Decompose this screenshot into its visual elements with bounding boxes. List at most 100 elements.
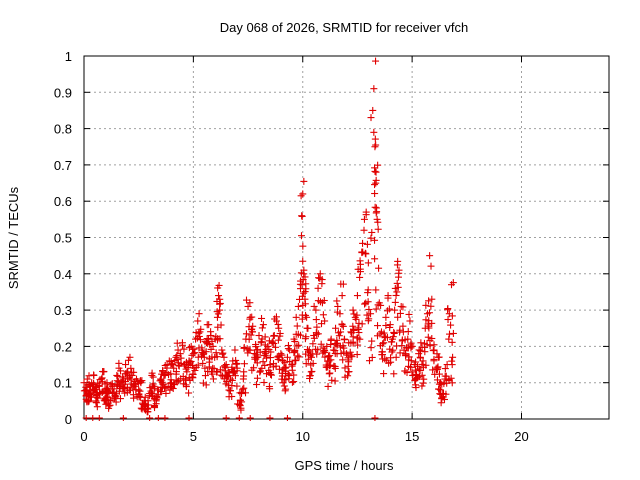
y-tick-label: 0.3 <box>54 303 72 318</box>
zero-point <box>161 415 169 421</box>
data-point <box>148 369 156 377</box>
data-point <box>356 335 364 343</box>
data-point <box>260 378 268 386</box>
data-point <box>353 311 361 319</box>
data-point <box>394 283 402 291</box>
data-point <box>240 384 248 392</box>
data-point <box>354 341 362 349</box>
data-point <box>310 334 318 342</box>
data-point <box>169 361 177 369</box>
data-point <box>378 351 386 359</box>
data-point <box>372 141 380 149</box>
data-point <box>378 348 386 356</box>
data-point <box>301 300 309 308</box>
data-point <box>367 310 375 318</box>
data-point <box>361 300 369 308</box>
data-point <box>388 348 396 356</box>
data-point <box>195 310 203 318</box>
data-point <box>363 240 371 248</box>
data-point <box>356 273 364 281</box>
data-point <box>371 203 379 211</box>
data-point <box>300 177 308 185</box>
data-point <box>207 328 215 336</box>
data-point <box>347 351 355 359</box>
data-point <box>295 341 303 349</box>
data-point <box>447 321 455 329</box>
data-point <box>277 350 285 358</box>
data-point <box>162 389 170 397</box>
data-point <box>302 360 310 368</box>
data-point <box>344 362 352 370</box>
data-point <box>225 386 233 394</box>
data-point <box>180 345 188 353</box>
data-point <box>299 242 307 250</box>
data-point <box>362 250 370 258</box>
data-point <box>368 353 376 361</box>
data-point <box>299 257 307 265</box>
data-point <box>341 336 349 344</box>
data-point <box>386 323 394 331</box>
data-point <box>282 363 290 371</box>
data-point <box>406 363 414 371</box>
data-point <box>364 259 372 267</box>
data-point <box>115 387 123 395</box>
grid-lines <box>84 56 609 419</box>
data-point <box>262 345 270 353</box>
data-point <box>428 319 436 327</box>
data-point <box>128 368 136 376</box>
data-point <box>240 372 248 380</box>
data-point <box>222 361 230 369</box>
data-point <box>405 356 413 364</box>
y-tick-label: 0.1 <box>54 376 72 391</box>
data-point <box>371 181 379 189</box>
data-point <box>412 358 420 366</box>
data-point <box>306 372 314 380</box>
data-point <box>176 350 184 358</box>
y-tick-label: 0.2 <box>54 339 72 354</box>
data-point <box>448 338 456 346</box>
data-point <box>350 310 358 318</box>
data-point <box>376 330 384 338</box>
zero-point <box>146 415 154 421</box>
data-point <box>368 228 376 236</box>
data-point <box>333 341 341 349</box>
x-tick-label: 0 <box>80 429 87 444</box>
data-point <box>188 373 196 381</box>
data-point <box>344 372 352 380</box>
data-point <box>388 338 396 346</box>
data-point <box>411 381 419 389</box>
data-point <box>327 356 335 364</box>
data-point <box>199 379 207 387</box>
data-point <box>223 371 231 379</box>
y-tick-label: 1 <box>65 49 72 64</box>
data-point <box>371 190 379 198</box>
data-point <box>291 356 299 364</box>
data-point <box>327 336 335 344</box>
data-point <box>430 357 438 365</box>
data-point <box>372 286 380 294</box>
data-point <box>127 376 135 384</box>
zero-point <box>95 415 103 421</box>
data-point <box>350 326 358 334</box>
data-point <box>292 313 300 321</box>
data-point <box>253 374 261 382</box>
data-point <box>380 339 388 347</box>
data-point <box>303 313 311 321</box>
data-point <box>240 344 248 352</box>
data-point <box>291 337 299 345</box>
data-point <box>391 298 399 306</box>
data-point <box>316 270 324 278</box>
data-point <box>437 379 445 387</box>
data-point <box>338 292 346 300</box>
data-point <box>427 302 435 310</box>
data-point <box>435 385 443 393</box>
data-point <box>83 375 91 383</box>
data-point <box>381 355 389 363</box>
data-point <box>426 252 434 260</box>
zero-point <box>283 415 291 421</box>
data-point <box>168 360 176 368</box>
x-tick-label: 20 <box>514 429 528 444</box>
data-point <box>189 350 197 358</box>
data-point <box>85 396 93 404</box>
data-point <box>404 328 412 336</box>
